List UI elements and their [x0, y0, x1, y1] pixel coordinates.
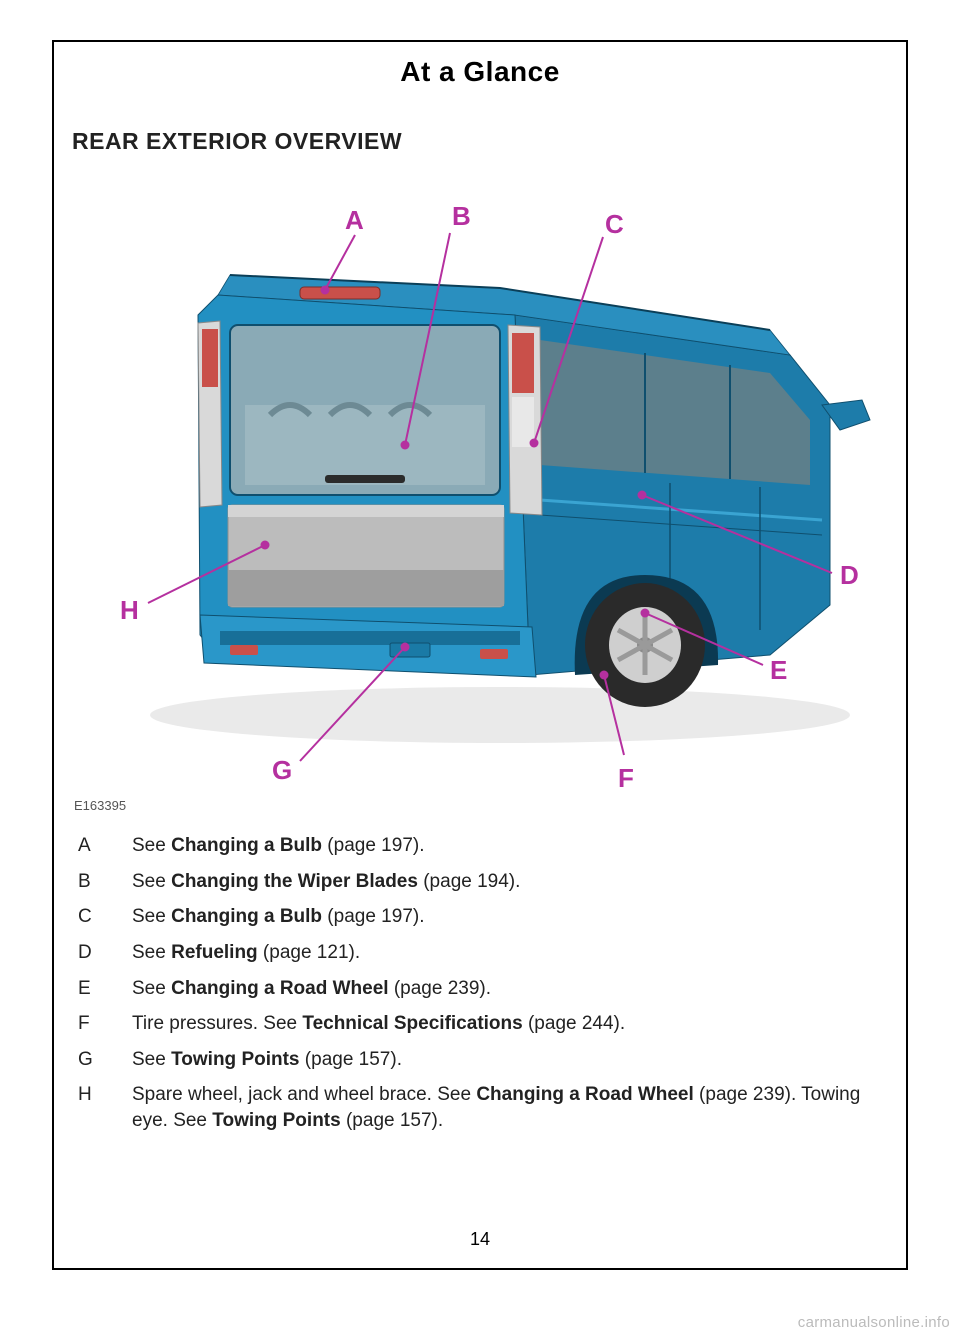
callout-label-H: H [120, 595, 139, 626]
reference-text: See Refueling (page 121). [132, 940, 360, 966]
callout-label-G: G [272, 755, 292, 786]
figure-id: E163395 [74, 798, 126, 813]
reference-row: ESee Changing a Road Wheel (page 239). [78, 976, 882, 1002]
reference-text: See Changing a Bulb (page 197). [132, 833, 425, 859]
reference-letter: A [78, 833, 132, 859]
reference-row: HSpare wheel, jack and wheel brace. See … [78, 1082, 882, 1133]
reference-text: See Changing the Wiper Blades (page 194)… [132, 869, 520, 895]
reference-row: GSee Towing Points (page 157). [78, 1047, 882, 1073]
reference-row: CSee Changing a Bulb (page 197). [78, 904, 882, 930]
reference-text: See Towing Points (page 157). [132, 1047, 402, 1073]
callout-label-A: A [345, 205, 364, 236]
reference-row: FTire pressures. See Technical Specifica… [78, 1011, 882, 1037]
figure: A B C D E F G H E163395 [70, 175, 890, 815]
callout-label-F: F [618, 763, 634, 794]
callout-label-E: E [770, 655, 787, 686]
reference-letter: B [78, 869, 132, 895]
callout-label-D: D [840, 560, 859, 591]
reference-list: ASee Changing a Bulb (page 197).BSee Cha… [78, 833, 882, 1134]
reference-text: See Changing a Road Wheel (page 239). [132, 976, 491, 1002]
reference-letter: F [78, 1011, 132, 1037]
reference-row: BSee Changing the Wiper Blades (page 194… [78, 869, 882, 895]
reference-text: Spare wheel, jack and wheel brace. See C… [132, 1082, 882, 1133]
reference-row: DSee Refueling (page 121). [78, 940, 882, 966]
reference-row: ASee Changing a Bulb (page 197). [78, 833, 882, 859]
page-number: 14 [54, 1229, 906, 1250]
reference-letter: D [78, 940, 132, 966]
reference-letter: E [78, 976, 132, 1002]
chapter-title: At a Glance [54, 56, 906, 88]
callout-label-B: B [452, 201, 471, 232]
page-frame: At a Glance REAR EXTERIOR OVERVIEW [52, 40, 908, 1270]
reference-text: See Changing a Bulb (page 197). [132, 904, 425, 930]
section-title: REAR EXTERIOR OVERVIEW [72, 128, 906, 155]
callout-label-C: C [605, 209, 624, 240]
reference-letter: H [78, 1082, 132, 1108]
van-illustration [70, 175, 890, 815]
reference-letter: G [78, 1047, 132, 1073]
reference-letter: C [78, 904, 132, 930]
watermark: carmanualsonline.info [798, 1314, 950, 1331]
reference-text: Tire pressures. See Technical Specificat… [132, 1011, 625, 1037]
